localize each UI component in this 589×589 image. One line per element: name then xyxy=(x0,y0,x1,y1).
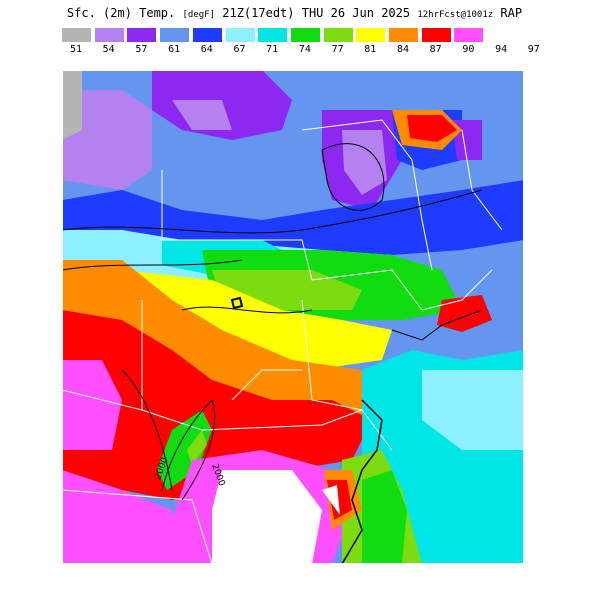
mountain-cool-pocket xyxy=(157,410,212,490)
legend-label: 90 xyxy=(462,44,475,55)
legend-color-box xyxy=(94,28,124,42)
temperature-map: 2000 2000 xyxy=(62,70,524,564)
legend-label: 81 xyxy=(364,44,377,55)
legend-label: 51 xyxy=(69,44,83,55)
legend-label: 54 xyxy=(102,44,115,55)
legend-label: 87 xyxy=(429,44,442,55)
legend-color-box xyxy=(290,28,320,42)
legend-color-box xyxy=(323,28,353,42)
legend-color-box xyxy=(356,28,386,42)
chart-title: Sfc. (2m) Temp. [degF] 21Z(17edt) THU 26… xyxy=(0,6,589,20)
legend-label: 74 xyxy=(298,44,311,55)
legend-label: 94 xyxy=(495,44,508,55)
legend-color-box xyxy=(192,28,222,42)
title-forecast: 12hrFcst@1001z xyxy=(417,10,494,20)
coastline xyxy=(341,399,383,564)
legend-color-box xyxy=(127,28,157,42)
legend-label: 84 xyxy=(396,44,410,55)
legend-label: 71 xyxy=(266,44,279,55)
legend-color-box xyxy=(454,28,484,42)
legend-label: 67 xyxy=(233,44,246,55)
hot-area xyxy=(62,310,372,500)
title-units: [degF] xyxy=(182,10,216,20)
legend-label: 77 xyxy=(331,44,344,55)
legend-label: 61 xyxy=(168,44,181,55)
legend-color-box xyxy=(225,28,255,42)
cool-area-west xyxy=(62,90,152,190)
legend-color-box xyxy=(258,28,288,42)
legend-color-box xyxy=(389,28,418,42)
coldest-area xyxy=(62,70,82,140)
title-time: 21Z(17edt) THU 26 Jun 2025 xyxy=(222,6,411,20)
legend-color-box xyxy=(421,28,451,42)
legend-label: 57 xyxy=(135,44,148,55)
hottest-area xyxy=(212,470,322,564)
legend-color-box xyxy=(62,28,91,42)
legend-label: 64 xyxy=(200,44,213,55)
contour-lines xyxy=(62,143,483,501)
title-main: Sfc. (2m) Temp. xyxy=(66,6,176,20)
title-model: RAP xyxy=(500,6,523,20)
legend-label: 97 xyxy=(527,44,540,55)
legend-color-box xyxy=(160,28,190,42)
